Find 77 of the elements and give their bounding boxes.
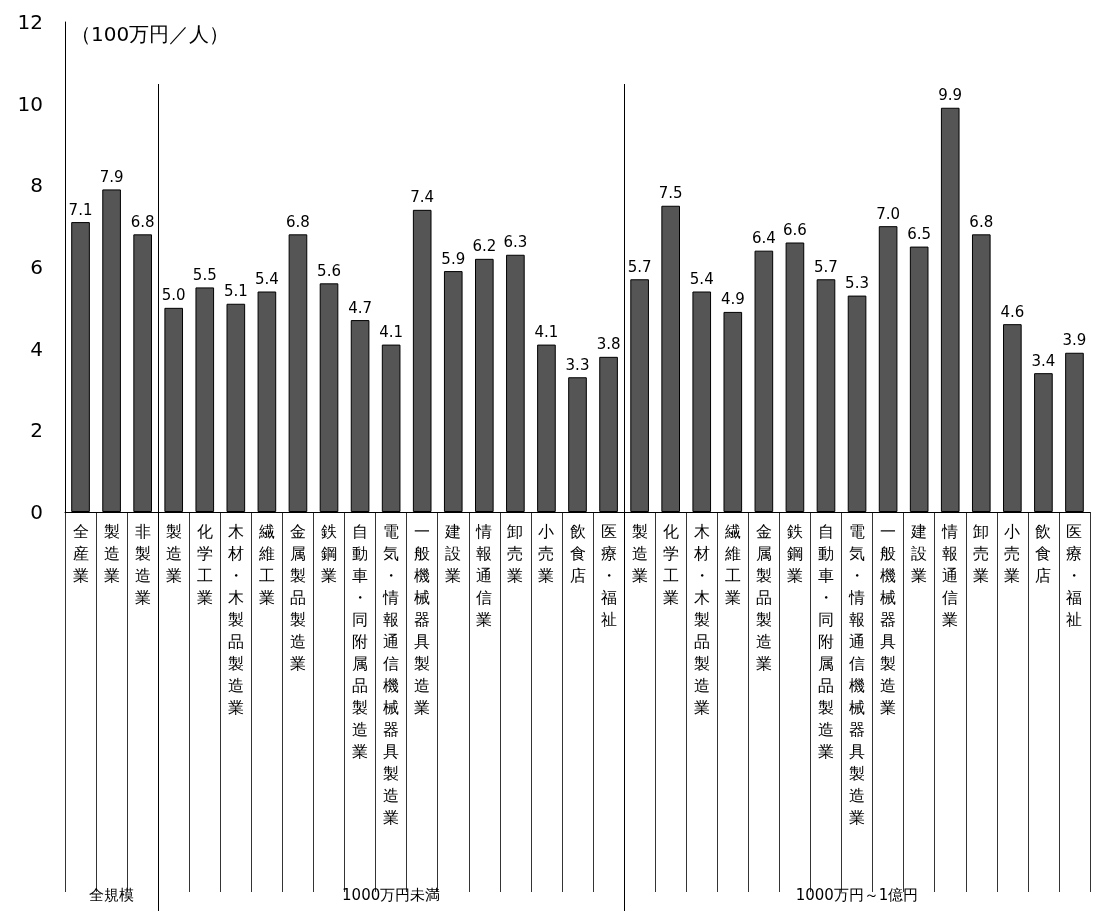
x-tick-label: 情報通信業 <box>941 521 959 629</box>
x-tick-label: 繊維工業 <box>257 521 275 607</box>
data-label: 5.4 <box>254 270 279 288</box>
y-tick-label: 0 <box>30 500 43 524</box>
data-label: 5.0 <box>161 286 186 305</box>
data-label: 7.9 <box>99 167 124 186</box>
category-label: 自動車・同附属品製造業 <box>817 521 834 761</box>
data-label: 4.1 <box>534 323 559 342</box>
data-label: 4.1 <box>379 323 404 342</box>
y-tick-label: 8 <box>30 173 43 198</box>
data-label: 7.0 <box>876 204 901 223</box>
category-label: 木材・木製品製造業 <box>693 521 710 717</box>
data-label: 6.2 <box>472 237 497 256</box>
data-label: 5.3 <box>845 274 869 293</box>
x-tick-label: 建設業 <box>910 521 928 585</box>
text: 1000万円未満 <box>342 886 441 904</box>
data-label: 5.7 <box>814 257 838 276</box>
y-tick-label: 10 <box>17 91 43 116</box>
data-label: 5.7 <box>627 257 652 276</box>
x-tick-label: 卸売業 <box>507 521 524 585</box>
x-tick-label: 情報通信業 <box>475 521 493 629</box>
y-tick-label: 12 <box>17 10 43 34</box>
category-label: 自動車・同附属品製造業 <box>352 521 369 761</box>
x-tick-label: 飲食店 <box>569 521 586 585</box>
data-label: 6.8 <box>969 212 994 231</box>
x-tick-label: 金属製品製造業 <box>289 521 306 673</box>
data-label: 4.7 <box>348 298 373 317</box>
x-tick-label: 小売業 <box>538 521 555 585</box>
x-tick-label: 鉄鋼業 <box>786 521 803 585</box>
x-tick-label: 製造業 <box>165 521 182 585</box>
x-tick-label: 鉄鋼業 <box>321 521 338 585</box>
x-tick-label: 小売業 <box>1004 521 1021 585</box>
category-label: 一般機械器具製造業 <box>880 521 897 717</box>
data-label: 5.5 <box>192 265 217 284</box>
text: 1000万円～1億円 <box>795 886 919 904</box>
data-label: 3.8 <box>596 335 621 354</box>
x-tick-label: 金属製品製造業 <box>755 521 772 673</box>
data-label: 5.4 <box>689 270 714 288</box>
y-tick-label: 2 <box>30 418 43 443</box>
x-tick-label: 全産業 <box>72 521 89 585</box>
x-tick-label: 非製造業 <box>134 521 151 607</box>
data-label: 6.4 <box>751 229 776 248</box>
x-tick-label: 建設業 <box>444 521 462 585</box>
data-label: 7.5 <box>658 184 683 203</box>
data-label: 6.5 <box>907 225 932 244</box>
data-label: 5.9 <box>441 249 466 268</box>
x-tick-label: 医療・福祉 <box>600 521 617 629</box>
data-label: 6.8 <box>130 212 155 231</box>
category-label: 電気・情報通信機械器具製造業 <box>383 521 400 827</box>
data-label: 6.6 <box>782 221 807 239</box>
category-label: 木材・木製品製造業 <box>227 521 244 717</box>
data-label: 7.4 <box>410 188 435 207</box>
data-label: 3.9 <box>1062 331 1087 350</box>
data-label: 5.6 <box>317 261 341 280</box>
x-tick-label: 飲食店 <box>1035 521 1052 585</box>
category-label: 一般機械器具製造業 <box>414 521 431 717</box>
y-tick-label: 6 <box>30 255 43 279</box>
x-tick-label: 医療・福祉 <box>1066 521 1083 629</box>
data-label: 9.9 <box>938 86 963 105</box>
data-label: 5.1 <box>223 282 248 301</box>
data-label: 6.8 <box>286 212 310 231</box>
data-label: 7.1 <box>68 200 93 219</box>
x-tick-label: 化学工業 <box>196 521 213 607</box>
y-axis-title: （100万円／人） <box>71 22 230 46</box>
x-tick-label: 繊維工業 <box>723 521 741 607</box>
data-label: 6.3 <box>503 233 528 252</box>
data-label: 4.9 <box>720 290 745 309</box>
x-tick-label: 化学工業 <box>662 521 679 607</box>
data-label: 3.3 <box>565 355 590 374</box>
x-tick-label: 卸売業 <box>973 521 990 585</box>
data-label: 3.4 <box>1031 351 1056 370</box>
x-tick-label: 製造業 <box>631 521 648 585</box>
data-label: 4.6 <box>1000 302 1025 321</box>
y-tick-label: 4 <box>30 336 43 361</box>
text: 全規模 <box>89 886 135 904</box>
category-label: 電気・情報通信機械器具製造業 <box>849 521 866 827</box>
x-tick-label: 製造業 <box>103 521 120 585</box>
